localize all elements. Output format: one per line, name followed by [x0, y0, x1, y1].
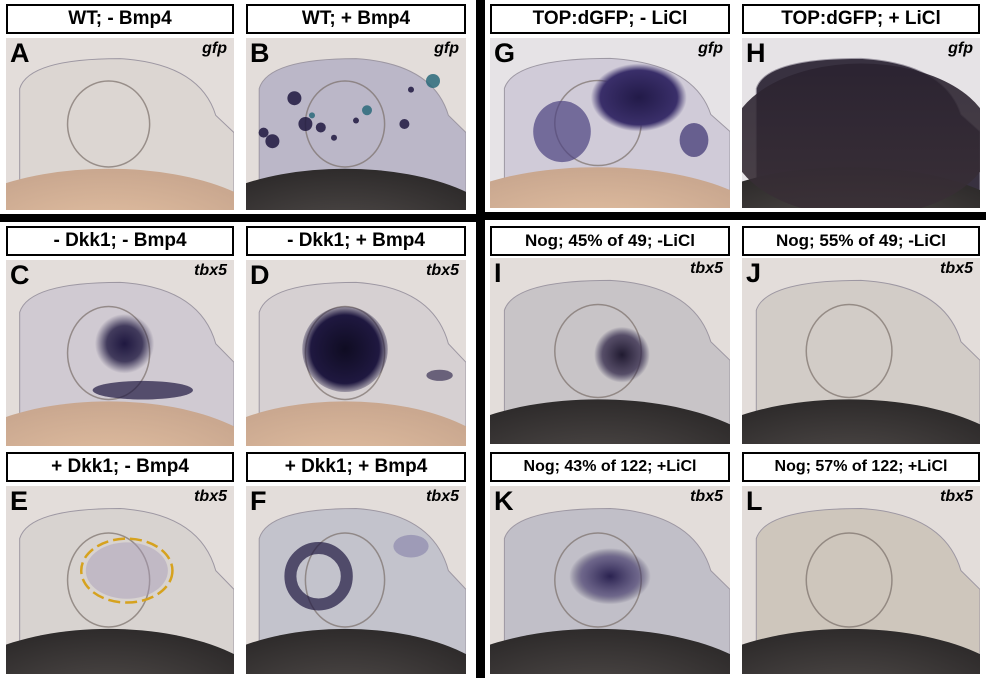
panel-c-title: - Dkk1; - Bmp4	[6, 226, 234, 256]
panel-j-gene-label: tbx5	[940, 260, 973, 277]
panel-g-title: TOP:dGFP; - LiCl	[490, 4, 730, 34]
embryo-drawing	[246, 260, 466, 446]
panel-a-gene-label: gfp	[202, 40, 227, 57]
panel-d-gene-label: tbx5	[426, 262, 459, 279]
panel-h-image: H gfp	[742, 38, 980, 208]
panel-c-letter: C	[10, 260, 30, 290]
panel-a-letter: A	[10, 38, 30, 68]
embryo-drawing	[490, 38, 730, 208]
panel-h-gene-label: gfp	[948, 40, 973, 57]
panel-k-title: Nog; 43% of 122; +LiCl	[490, 452, 730, 482]
panel-e-gene-label: tbx5	[194, 488, 227, 505]
vertical-divider	[476, 0, 485, 678]
panel-i-title: Nog; 45% of 49; -LiCl	[490, 226, 730, 256]
panel-g-letter: G	[494, 38, 516, 68]
panel-h-title: TOP:dGFP; + LiCl	[742, 4, 980, 34]
embryo-drawing	[742, 486, 980, 674]
embryo-drawing	[246, 38, 466, 210]
panel-f-letter: F	[250, 486, 267, 516]
panel-l-gene-label: tbx5	[940, 488, 973, 505]
panel-j-letter: J	[746, 258, 762, 288]
panel-h-letter: H	[746, 38, 766, 68]
panel-i-gene-label: tbx5	[690, 260, 723, 277]
panel-e-title: + Dkk1; - Bmp4	[6, 452, 234, 482]
panel-b-title: WT; + Bmp4	[246, 4, 466, 34]
panel-i-letter: I	[494, 258, 502, 288]
panel-g-gene-label: gfp	[698, 40, 723, 57]
panel-d-title: - Dkk1; + Bmp4	[246, 226, 466, 256]
horizontal-divider-right	[485, 212, 986, 220]
panel-d-image: D tbx5	[246, 260, 466, 446]
panel-f-image: F tbx5	[246, 486, 466, 674]
embryo-drawing	[490, 486, 730, 674]
panel-a-image: A gfp	[6, 38, 234, 210]
panel-c-image: C tbx5	[6, 260, 234, 446]
panel-k-gene-label: tbx5	[690, 488, 723, 505]
embryo-drawing	[6, 38, 234, 210]
embryo-drawing	[490, 258, 730, 444]
panel-k-letter: K	[494, 486, 514, 516]
panel-b-image: B gfp	[246, 38, 466, 210]
horizontal-divider-left	[0, 214, 476, 222]
embryo-drawing	[742, 38, 980, 208]
panel-d-letter: D	[250, 260, 270, 290]
panel-j-image: J tbx5	[742, 258, 980, 444]
panel-e-letter: E	[10, 486, 29, 516]
embryo-drawing	[742, 258, 980, 444]
embryo-drawing	[6, 486, 234, 674]
panel-l-image: L tbx5	[742, 486, 980, 674]
panel-a-title: WT; - Bmp4	[6, 4, 234, 34]
panel-b-gene-label: gfp	[434, 40, 459, 57]
panel-l-title: Nog; 57% of 122; +LiCl	[742, 452, 980, 482]
panel-b-letter: B	[250, 38, 270, 68]
panel-i-image: I tbx5	[490, 258, 730, 444]
panel-l-letter: L	[746, 486, 763, 516]
panel-j-title: Nog; 55% of 49; -LiCl	[742, 226, 980, 256]
panel-e-image: E tbx5	[6, 486, 234, 674]
panel-c-gene-label: tbx5	[194, 262, 227, 279]
panel-f-gene-label: tbx5	[426, 488, 459, 505]
panel-k-image: K tbx5	[490, 486, 730, 674]
panel-g-image: G gfp	[490, 38, 730, 208]
embryo-drawing	[246, 486, 466, 674]
panel-f-title: + Dkk1; + Bmp4	[246, 452, 466, 482]
embryo-drawing	[6, 260, 234, 446]
